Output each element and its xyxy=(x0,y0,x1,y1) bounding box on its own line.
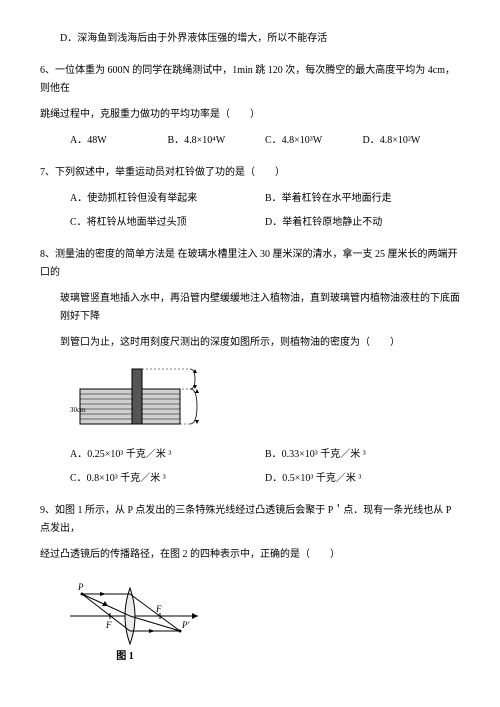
q6-option-c: C．4.8×10³W xyxy=(265,132,363,150)
q8-stem: 8、测量油的密度的简单方法是 在玻璃水槽里注入 30 厘米深的清水，拿一支 25… xyxy=(40,246,460,352)
q6-option-b: B．4.8×10⁴W xyxy=(168,132,266,150)
q8-option-b: B．0.33×10³ 千克／米 ³ xyxy=(265,446,460,464)
svg-text:F: F xyxy=(105,620,112,630)
q6-option-a: A．48W xyxy=(70,132,168,150)
q9-diagram-svg: P F F P′ xyxy=(70,576,200,646)
q7-option-d: D．举着杠铃原地静止不动 xyxy=(265,214,460,232)
q8-options-row1: A．0.25×10³ 千克／米 ³ B．0.33×10³ 千克／米 ³ xyxy=(40,446,460,464)
q8-stem-line3: 到管口为止，这时用刻度尺测出的深度如图所示，则植物油的密度为（ ） xyxy=(40,334,460,352)
q9-figure: P F F P′ 图 1 xyxy=(70,576,460,666)
q7-option-b: B．举着杠铃在水平地面行走 xyxy=(265,190,460,208)
q7-options-row2: C．将杠铃从地面举过头顶 D．举着杠铃原地静止不动 xyxy=(40,214,460,232)
q6-stem: 6、一位体重为 600N 的同学在跳绳测试中，1min 跳 120 次，每次腾空… xyxy=(40,62,460,124)
q8-figure: 30cm xyxy=(70,364,460,434)
q9-stem-line2: 经过凸透镜后的传播路径，在图 2 的四种表示中，正确的是（ ） xyxy=(40,546,460,564)
q8-diagram-svg: 30cm xyxy=(70,364,220,434)
q6-option-d: D．4.8×10²W xyxy=(363,132,461,150)
q8-options-row2: C．0.8×10³ 千克／米 ³ D．0.5×10³ 千克／米 ³ xyxy=(40,470,460,488)
q8-stem-line2: 玻璃管竖直地插入水中，再沿管内壁缓缓地注入植物油，直到玻璃管内植物油液柱的下底面… xyxy=(40,290,460,326)
q9-stem: 9、如图 1 所示，从 P 点发出的三条特殊光线经过凸透镜后会聚于 P＇点．现有… xyxy=(40,502,460,564)
q9-stem-line1: 9、如图 1 所示，从 P 点发出的三条特殊光线经过凸透镜后会聚于 P＇点．现有… xyxy=(40,502,460,538)
q8-option-d: D．0.5×10³ 千克／米 ³ xyxy=(265,470,460,488)
q8-stem-line1: 8、测量油的密度的简单方法是 在玻璃水槽里注入 30 厘米深的清水，拿一支 25… xyxy=(40,246,460,282)
q6-stem-line1: 6、一位体重为 600N 的同学在跳绳测试中，1min 跳 120 次，每次腾空… xyxy=(40,62,460,98)
q8-option-a: A．0.25×10³ 千克／米 ³ xyxy=(70,446,265,464)
q7-stem: 7、下列叙述中，举重运动员对杠铃做了功的是（ ） xyxy=(40,164,460,182)
q6-options: A．48W B．4.8×10⁴W C．4.8×10³W D．4.8×10²W xyxy=(40,132,460,150)
q7-options-row1: A．使劲抓杠铃但没有举起来 B．举着杠铃在水平地面行走 xyxy=(40,190,460,208)
q8-option-c: C．0.8×10³ 千克／米 ³ xyxy=(70,470,265,488)
q7-option-a: A．使劲抓杠铃但没有举起来 xyxy=(70,190,265,208)
q5-option-d: D．深海鱼到浅海后由于外界液体压强的增大，所以不能存活 xyxy=(40,30,460,48)
svg-text:P: P xyxy=(77,582,84,592)
q9-figure-caption: 图 1 xyxy=(70,648,180,666)
q7-option-c: C．将杠铃从地面举过头顶 xyxy=(70,214,265,232)
svg-text:P′: P′ xyxy=(181,620,190,630)
q8-fig-label: 30cm xyxy=(70,406,86,414)
svg-text:F: F xyxy=(155,604,162,614)
q6-stem-line2: 跳绳过程中，克服重力做功的平均功率是（ ） xyxy=(40,106,460,124)
